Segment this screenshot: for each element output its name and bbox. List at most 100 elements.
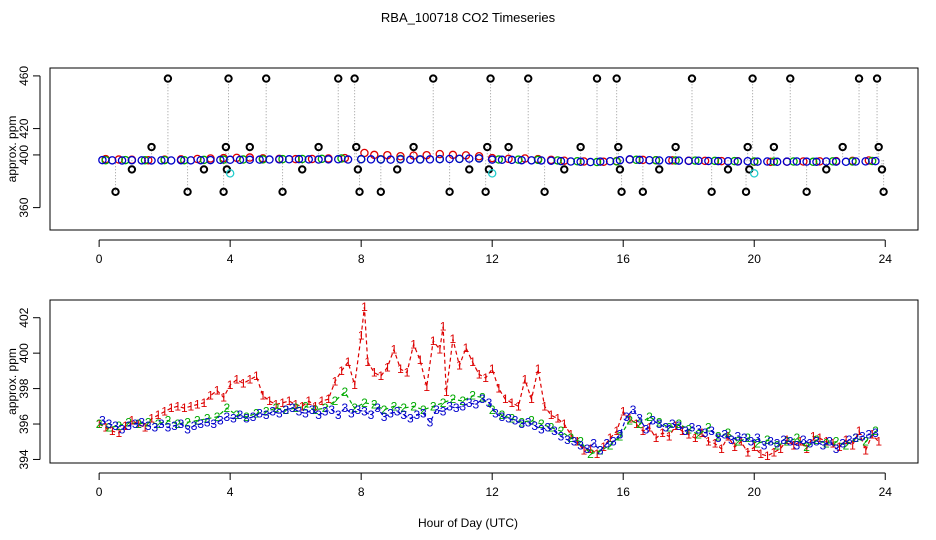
series-2-marker: 2 [469, 389, 476, 403]
series-3-marker: 3 [728, 433, 735, 447]
series-2-marker: 2 [695, 428, 702, 442]
level-3-point [586, 157, 595, 167]
calibration-point [314, 142, 323, 152]
series-3-marker: 3 [427, 415, 434, 429]
series-1-marker: 1 [829, 437, 836, 451]
calibration-point [741, 187, 751, 197]
series-1-marker: 1 [803, 442, 810, 456]
series-2-marker: 2 [214, 410, 221, 424]
series-3-marker: 3 [374, 401, 381, 415]
series-1-marker: 1 [522, 373, 529, 387]
series-3-marker: 3 [217, 413, 224, 427]
series-1-marker: 1 [581, 444, 588, 458]
y-tick-label: 400 [17, 343, 31, 363]
series-2-marker: 2 [666, 421, 673, 435]
level-3-point [176, 155, 186, 165]
series-1-marker: 1 [456, 359, 463, 373]
series-3-marker: 3 [820, 438, 827, 452]
level-3-point [507, 155, 517, 165]
series-1-marker: 1 [679, 424, 686, 438]
level-3-point [343, 155, 353, 164]
y-tick-label: 398 [17, 378, 31, 398]
series-2-marker: 2 [735, 435, 742, 449]
series-3-marker: 3 [649, 413, 656, 427]
x-tick-label: 16 [617, 485, 631, 499]
series-3-marker: 3 [138, 415, 145, 429]
level-3-point [147, 156, 156, 165]
series-3-marker: 3 [518, 417, 525, 431]
series-3-marker: 3 [381, 410, 388, 424]
series-2-marker: 2 [843, 438, 850, 452]
level-3-point [206, 155, 215, 165]
y-tick-label: 420 [17, 118, 31, 138]
series-3-marker: 3 [224, 410, 231, 424]
series-3-marker: 3 [603, 437, 610, 451]
series-1-marker: 1 [469, 355, 476, 369]
series-3-marker: 3 [597, 444, 604, 458]
level-3-point [415, 155, 425, 164]
y-tick-label: 460 [17, 66, 31, 86]
series-3-marker: 3 [695, 422, 702, 436]
level-3-point [406, 155, 415, 165]
series-3-marker: 3 [289, 401, 296, 415]
series-2-marker: 2 [685, 422, 692, 436]
series-3-marker: 3 [636, 412, 643, 426]
series-1-marker: 1 [155, 408, 162, 422]
series-2-marker: 2 [597, 444, 604, 458]
x-tick-label: 12 [486, 252, 500, 266]
series-3-marker: 3 [269, 405, 276, 419]
series-1-marker: 1 [725, 429, 732, 443]
series-1-marker: 1 [751, 440, 758, 454]
series-3-marker: 3 [178, 417, 185, 431]
series-2-marker: 2 [784, 435, 791, 449]
calibration-point [748, 74, 757, 83]
series-3-marker: 3 [617, 428, 624, 442]
level-3-point [625, 155, 635, 164]
series-3-marker: 3 [322, 405, 329, 419]
calibration-point [877, 165, 887, 174]
series-2-marker: 2 [705, 421, 712, 435]
series-3-marker: 3 [368, 408, 375, 422]
level-3-point [517, 155, 526, 165]
series-3-marker: 3 [748, 435, 755, 449]
calibration-point [786, 74, 795, 83]
level-3-point [107, 156, 117, 165]
series-1-marker: 1 [875, 435, 882, 449]
series-3-marker: 3 [676, 419, 683, 433]
series-1-marker: 1 [351, 378, 358, 392]
series-1-marker: 1 [777, 442, 784, 456]
series-2-marker: 2 [332, 394, 339, 408]
level-3-point [723, 156, 733, 166]
series-1-marker: 1 [188, 399, 195, 413]
series-3-marker: 3 [204, 415, 211, 429]
series-1-marker: 1 [410, 337, 417, 351]
series-1-marker: 1 [273, 398, 280, 412]
calibration-point [429, 74, 438, 83]
series-3-marker: 3 [787, 435, 794, 449]
series-1-marker: 1 [862, 444, 869, 458]
series-1-marker: 1 [836, 440, 843, 454]
series-3-marker: 3 [767, 435, 774, 449]
calibration-point [221, 142, 231, 152]
series-3-marker: 3 [335, 408, 342, 422]
series-3-marker: 3 [558, 429, 565, 443]
level-3-point [645, 155, 654, 165]
y-tick-label: 396 [17, 414, 31, 434]
series-3-marker: 3 [662, 421, 669, 435]
series-3-marker: 3 [197, 417, 204, 431]
series-3-marker: 3 [191, 419, 198, 433]
level-3-point [474, 154, 484, 163]
series-1-marker: 1 [292, 398, 299, 412]
level-3-point [324, 155, 333, 164]
series-3-marker: 3 [433, 403, 440, 417]
series-3-marker: 3 [623, 410, 630, 424]
series-2-marker: 2 [253, 406, 260, 420]
series-1-marker: 1 [174, 399, 181, 413]
series-2-marker: 2 [243, 410, 250, 424]
calibration-point [393, 165, 402, 174]
level-3-point [435, 154, 445, 164]
level-3-point [137, 156, 146, 165]
series-2-marker: 2 [744, 431, 751, 445]
series-1-marker: 1 [450, 332, 457, 346]
level-3-point [386, 155, 395, 164]
